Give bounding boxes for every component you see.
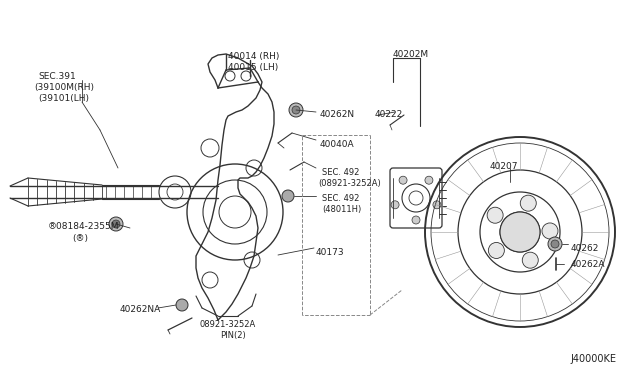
Text: SEC. 492: SEC. 492 (322, 168, 360, 177)
Circle shape (520, 195, 536, 211)
Text: 40262A: 40262A (571, 260, 605, 269)
Text: SEC.391: SEC.391 (38, 72, 76, 81)
Circle shape (487, 207, 503, 223)
Text: (39100M(RH): (39100M(RH) (34, 83, 94, 92)
Text: (08921-3252A): (08921-3252A) (318, 179, 381, 188)
Text: 08921-3252A: 08921-3252A (200, 320, 256, 329)
Circle shape (500, 212, 540, 252)
Circle shape (433, 201, 441, 209)
Text: SEC. 492: SEC. 492 (322, 194, 360, 203)
Text: 40173: 40173 (316, 248, 344, 257)
Circle shape (542, 223, 558, 239)
Text: (39101(LH): (39101(LH) (38, 94, 89, 103)
Text: 40202M: 40202M (393, 50, 429, 59)
Circle shape (109, 217, 123, 231)
Text: 40015 (LH): 40015 (LH) (228, 63, 278, 72)
Circle shape (551, 240, 559, 248)
Text: 40262: 40262 (571, 244, 600, 253)
Circle shape (522, 252, 538, 268)
Text: (48011H): (48011H) (322, 205, 361, 214)
Text: 40262N: 40262N (320, 110, 355, 119)
Text: 40014 (RH): 40014 (RH) (228, 52, 280, 61)
Text: PIN(2): PIN(2) (220, 331, 246, 340)
Text: ®08184-2355M: ®08184-2355M (48, 222, 120, 231)
Circle shape (425, 176, 433, 184)
Circle shape (488, 243, 504, 259)
Text: 40040A: 40040A (320, 140, 355, 149)
Circle shape (112, 220, 120, 228)
Text: 40207: 40207 (490, 162, 518, 171)
Circle shape (292, 106, 300, 114)
Circle shape (548, 237, 562, 251)
Circle shape (399, 176, 407, 184)
Text: 40222: 40222 (375, 110, 403, 119)
Circle shape (282, 190, 294, 202)
Circle shape (176, 299, 188, 311)
Circle shape (289, 103, 303, 117)
Text: 40262NA: 40262NA (120, 305, 161, 314)
Circle shape (412, 216, 420, 224)
Text: J40000KE: J40000KE (570, 354, 616, 364)
Text: (®): (®) (72, 234, 88, 243)
Circle shape (391, 201, 399, 209)
